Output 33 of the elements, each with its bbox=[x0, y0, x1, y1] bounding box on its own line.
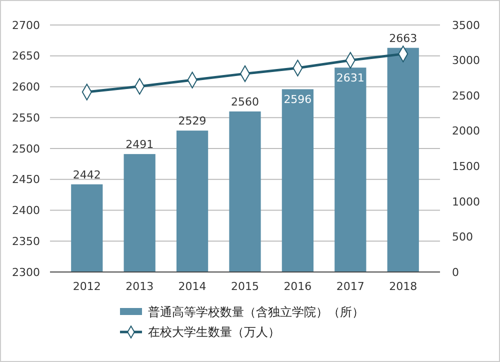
x-tick-label: 2018 bbox=[389, 280, 418, 293]
y2-tick-label: 2500 bbox=[452, 89, 480, 102]
y-tick-label: 2600 bbox=[12, 80, 40, 94]
x-tick-label: 2017 bbox=[336, 280, 364, 293]
data-label: 2631 bbox=[336, 72, 364, 85]
x-tick-label: 2014 bbox=[178, 280, 206, 293]
data-label: 2529 bbox=[178, 114, 206, 128]
data-label: 2663 bbox=[389, 32, 418, 45]
y2-tick-label: 2000 bbox=[452, 124, 480, 138]
y-tick-label: 2300 bbox=[12, 266, 40, 279]
data-label: 2491 bbox=[126, 138, 154, 152]
x-tick-label: 2013 bbox=[126, 280, 154, 293]
y-tick-label: 2350 bbox=[12, 234, 40, 248]
y2-tick-label: 1000 bbox=[452, 195, 480, 208]
data-label: 2560 bbox=[231, 95, 259, 108]
y-tick-label: 2500 bbox=[12, 142, 40, 156]
legend-label: 普通高等学校数量（含独立学院）（所） bbox=[148, 305, 364, 320]
x-tick-label: 2015 bbox=[231, 280, 259, 293]
y2-tick-label: 3500 bbox=[452, 18, 480, 32]
x-tick-label: 2012 bbox=[72, 280, 101, 293]
data-label: 2596 bbox=[284, 93, 312, 106]
y-tick-label: 2700 bbox=[12, 18, 40, 32]
y2-tick-label: 3000 bbox=[452, 54, 480, 68]
y2-tick-label: 0 bbox=[452, 266, 459, 279]
y-tick-label: 2450 bbox=[12, 173, 40, 186]
y2-tick-label: 1500 bbox=[452, 160, 480, 173]
data-label: 2442 bbox=[72, 168, 101, 182]
y2-tick-label: 500 bbox=[452, 230, 473, 244]
legend-label: 在校大学生数量（万人） bbox=[148, 325, 280, 340]
y-tick-label: 2400 bbox=[12, 204, 40, 218]
y-tick-label: 2550 bbox=[12, 111, 40, 124]
y-tick-label: 2650 bbox=[12, 50, 40, 63]
x-tick-label: 2016 bbox=[284, 280, 312, 293]
